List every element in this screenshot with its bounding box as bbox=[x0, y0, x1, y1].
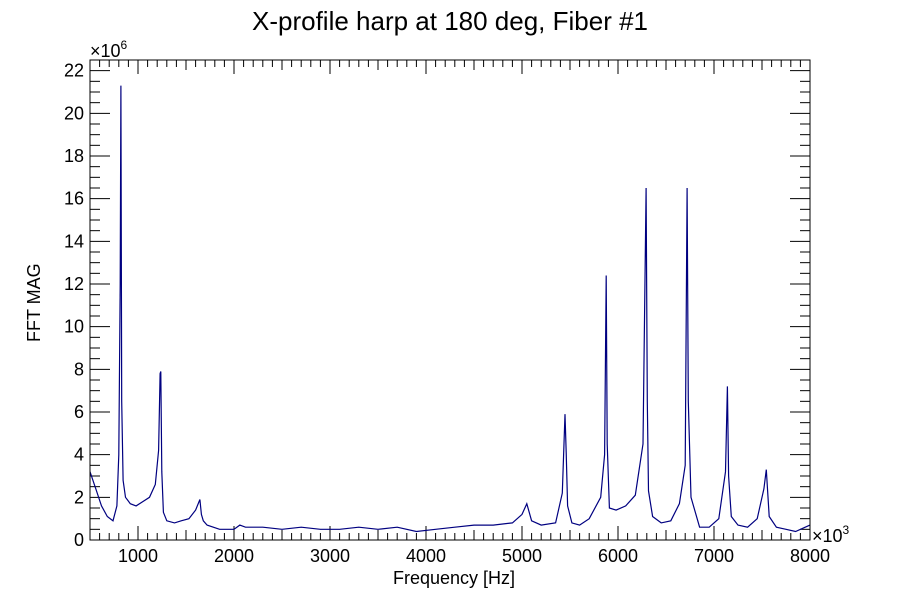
x-tick-label: 7000 bbox=[694, 546, 734, 566]
y-axis-label: FFT MAG bbox=[24, 263, 44, 342]
axis-ticks bbox=[89, 59, 811, 541]
chart-title: X-profile harp at 180 deg, Fiber #1 bbox=[252, 6, 648, 36]
y-tick-label: 2 bbox=[74, 487, 84, 507]
x-tick-label: 8000 bbox=[790, 546, 830, 566]
x-tick-label: 6000 bbox=[598, 546, 638, 566]
svg-text:×103: ×103 bbox=[812, 523, 850, 546]
y-tick-label: 8 bbox=[74, 359, 84, 379]
x-tick-label: 2000 bbox=[214, 546, 254, 566]
x-axis-label: Frequency [Hz] bbox=[393, 568, 515, 588]
x-multiplier: ×103 bbox=[812, 523, 850, 546]
x-tick-label: 5000 bbox=[502, 546, 542, 566]
y-multiplier-exponent: 6 bbox=[121, 38, 128, 52]
x-multiplier-base: ×10 bbox=[812, 526, 843, 546]
y-tick-label: 16 bbox=[64, 189, 84, 209]
y-tick-label: 10 bbox=[64, 317, 84, 337]
fft-magnitude-line bbox=[89, 85, 811, 533]
y-tick-label: 22 bbox=[64, 61, 84, 81]
y-tick-label: 20 bbox=[64, 103, 84, 123]
plot-frame bbox=[89, 59, 811, 541]
y-tick-label: 18 bbox=[64, 146, 84, 166]
y-multiplier-base: ×10 bbox=[90, 41, 121, 61]
x-tick-label: 3000 bbox=[310, 546, 350, 566]
x-multiplier-exponent: 3 bbox=[843, 523, 850, 537]
tick-labels: 1000 2000 3000 4000 5000 6000 7000 8000 0 2 4 6 8 10 1… bbox=[64, 61, 830, 566]
y-tick-label: 4 bbox=[74, 445, 84, 465]
y-tick-label: 0 bbox=[74, 530, 84, 550]
y-tick-label: 14 bbox=[64, 231, 84, 251]
y-tick-label: 6 bbox=[74, 402, 84, 422]
x-tick-label: 4000 bbox=[406, 546, 446, 566]
y-multiplier: ×106 bbox=[90, 38, 128, 61]
y-tick-label: 12 bbox=[64, 274, 84, 294]
svg-text:×106: ×106 bbox=[90, 38, 128, 61]
x-tick-label: 1000 bbox=[118, 546, 158, 566]
